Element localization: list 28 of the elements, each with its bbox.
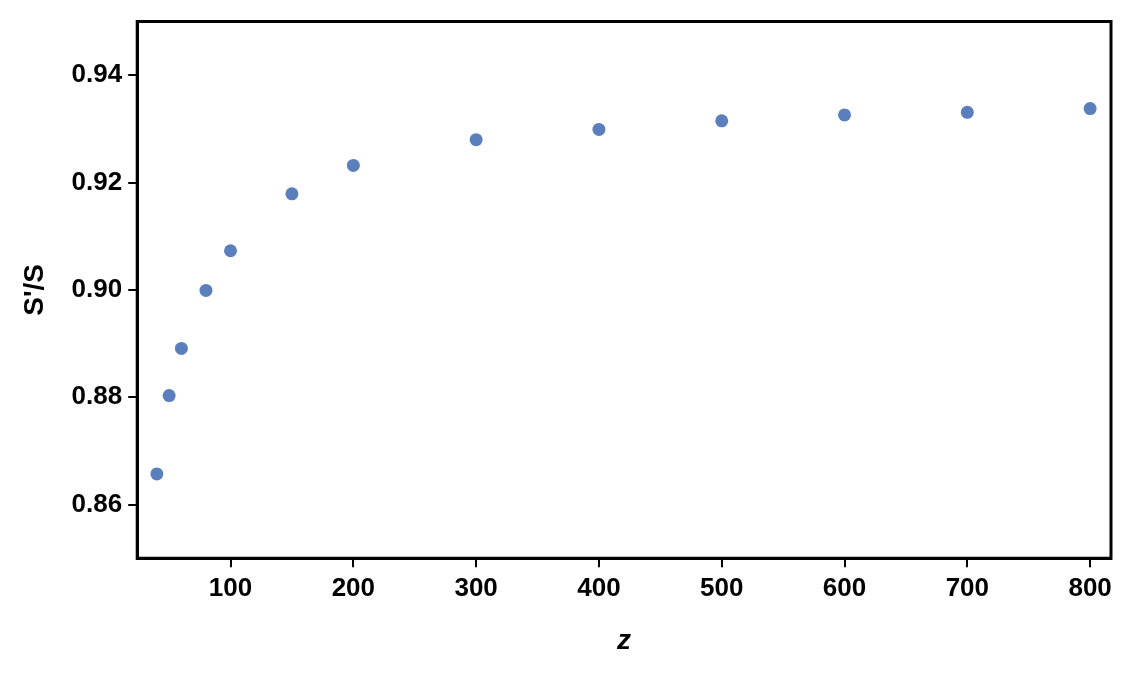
point — [715, 114, 729, 128]
point — [150, 467, 164, 481]
x-tick-label: 500 — [700, 571, 744, 602]
x-tick-label: 600 — [822, 571, 867, 602]
point — [960, 105, 974, 119]
y-axis-title: S'/S — [17, 264, 49, 316]
x-axis-title: z — [616, 623, 632, 655]
point — [199, 283, 213, 297]
point — [469, 133, 483, 147]
point — [174, 341, 188, 355]
x-tick-label: 800 — [1068, 571, 1112, 602]
point — [838, 108, 852, 122]
x-tick-label: 100 — [208, 571, 253, 602]
point — [592, 122, 606, 136]
x-tick-label: 300 — [454, 571, 498, 602]
y-tick-label: 0.88 — [71, 380, 123, 411]
y-tick-label: 0.92 — [71, 165, 123, 196]
y-tick-label: 0.90 — [71, 273, 123, 304]
x-tick-label: 700 — [945, 571, 990, 602]
y-tick-label: 0.94 — [71, 58, 123, 89]
point — [1083, 102, 1097, 116]
x-tick-label: 400 — [577, 571, 621, 602]
point — [285, 187, 299, 201]
point — [162, 389, 176, 403]
point — [224, 244, 238, 258]
point — [346, 158, 360, 172]
y-tick-label: 0.86 — [71, 487, 123, 518]
x-tick-label: 200 — [331, 571, 376, 602]
